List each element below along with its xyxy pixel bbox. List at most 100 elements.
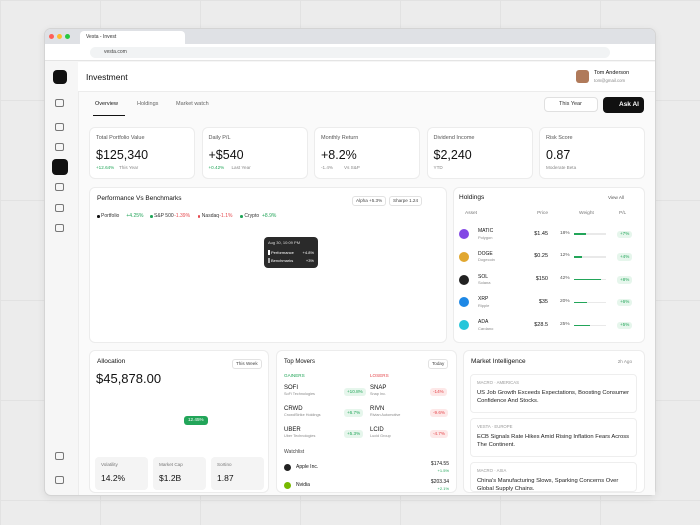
- watch-change: +2.1%: [437, 486, 449, 491]
- tab-underline: [93, 115, 125, 116]
- nav-icon[interactable]: [55, 183, 64, 191]
- stat-note: This Year: [119, 165, 139, 170]
- metric-box: [211, 457, 264, 490]
- asset-icon: [459, 251, 469, 262]
- metric-label: Volatility: [101, 462, 118, 467]
- nav-tab[interactable]: Overview: [95, 101, 118, 107]
- mover-name: Uber Technologies: [284, 434, 316, 438]
- mover-name: SoFi Technologies: [284, 392, 315, 396]
- stat-badge: Alpha +5.3%: [352, 195, 387, 207]
- view-all-link[interactable]: View All: [608, 195, 625, 200]
- watch-name: Nvidia: [296, 482, 310, 488]
- nav-icon[interactable]: [55, 476, 64, 484]
- asset-name: Dogecoin: [478, 257, 495, 263]
- watch-icon: [284, 481, 291, 489]
- nav-icon[interactable]: [55, 452, 64, 460]
- period-label[interactable]: This Year: [559, 101, 582, 107]
- asset-icon: [459, 320, 469, 331]
- mover-ticker: CRWD: [284, 406, 303, 412]
- nav-tab[interactable]: Market watch: [176, 101, 209, 107]
- stat-value: +$540: [208, 148, 244, 162]
- url-field[interactable]: [90, 47, 610, 58]
- metric-value: $1.2B: [159, 473, 182, 483]
- watch-price: $174.55: [430, 461, 449, 467]
- stat-value: +8.2%: [321, 148, 357, 162]
- asset-symbol: MATIC: [478, 228, 494, 234]
- logo[interactable]: [53, 70, 67, 84]
- tooltip-name: Benchmarks: [271, 257, 294, 263]
- watch-change: +1.5%: [437, 468, 449, 473]
- watch-icon: [284, 463, 291, 471]
- losers-label: LOSERS: [370, 373, 389, 378]
- mover-change: +5.3%: [344, 430, 364, 438]
- mover-change: -9.6%: [430, 409, 449, 417]
- stat-label: Total Portfolio Value: [96, 135, 145, 141]
- legend-dot: [150, 215, 153, 218]
- weight-bar: [574, 301, 587, 304]
- tab-title[interactable]: Vesta - Invest: [86, 34, 117, 40]
- asset-weight: 42%: [560, 276, 570, 282]
- stat-change: -1.4%: [321, 165, 334, 170]
- ask-ai-button[interactable]: [603, 97, 644, 113]
- stat-label: Risk Score: [546, 135, 573, 141]
- asset-name: Solana: [478, 280, 491, 286]
- nav-icon[interactable]: [55, 204, 64, 212]
- tooltip-value: +3%: [305, 257, 314, 263]
- mover-change: +10.8%: [344, 388, 366, 396]
- tooltip-swatch: [268, 250, 270, 255]
- metric-value: 14.2%: [101, 473, 126, 483]
- stat-change: +12.64%: [96, 165, 115, 170]
- panel-title: Top Movers: [284, 359, 316, 365]
- column-header: Asset: [465, 211, 477, 216]
- news-headline: ECB Signals Rate Hikes Amid Rising Infla…: [477, 434, 630, 449]
- weight-track: [574, 324, 606, 326]
- weight-bar: [574, 324, 590, 326]
- nav-icon[interactable]: [55, 123, 64, 131]
- user-name: Tom Anderson: [594, 70, 630, 76]
- min-dot[interactable]: [57, 34, 62, 39]
- legend-change: -1.1%: [219, 213, 233, 219]
- avatar[interactable]: [576, 70, 589, 83]
- metric-label: Market Cap: [159, 462, 183, 467]
- nav-icon[interactable]: [55, 99, 64, 107]
- stat-value: $125,340: [96, 148, 149, 162]
- period-select[interactable]: [544, 97, 598, 112]
- mover-name: Lucid Group: [370, 434, 391, 438]
- asset-symbol: XRP: [478, 296, 489, 303]
- asset-price: $0.25: [534, 253, 548, 260]
- tooltip: [264, 237, 318, 268]
- mover-change: +6.7%: [344, 409, 364, 417]
- top-header: [78, 62, 655, 92]
- legend-name: S&P 500: [154, 213, 174, 219]
- url-text[interactable]: vesta.com: [104, 49, 127, 55]
- allocation-value: $45,878.00: [96, 371, 162, 386]
- news-tag: MACRO · ASIA: [477, 468, 507, 473]
- mover-change: -14%: [430, 388, 447, 396]
- stat-note: Moderate Beta: [546, 165, 577, 170]
- nav-icon[interactable]: [55, 143, 64, 151]
- nav-icon[interactable]: [55, 224, 64, 232]
- nav-tab[interactable]: Holdings: [137, 101, 159, 107]
- nav-active[interactable]: [52, 159, 68, 175]
- legend-change: +4.25%: [126, 213, 144, 219]
- holdings-card: [453, 187, 645, 343]
- news-card[interactable]: [470, 462, 637, 492]
- legend-change: +8.9%: [262, 213, 277, 219]
- tab[interactable]: [80, 31, 185, 44]
- pl-badge: +4%: [617, 253, 633, 261]
- column-header: Weight: [579, 211, 594, 216]
- news-tag: VESTA · EUROPE: [477, 424, 513, 429]
- tab-bar: [45, 29, 655, 44]
- close-dot[interactable]: [49, 34, 54, 39]
- stat-change: +0.42%: [208, 165, 225, 170]
- news-card[interactable]: [470, 418, 637, 457]
- legend-name: Portfolio: [101, 213, 120, 219]
- mover-ticker: UBER: [284, 427, 301, 433]
- asset-price: $28.5: [534, 321, 548, 328]
- ask-ai-label[interactable]: Ask AI: [619, 100, 639, 108]
- news-card[interactable]: [470, 374, 637, 413]
- news-tag: MACRO · AMERICAS: [477, 380, 520, 385]
- asset-icon: [459, 297, 469, 308]
- max-dot[interactable]: [65, 34, 70, 39]
- asset-weight: 18%: [560, 230, 570, 236]
